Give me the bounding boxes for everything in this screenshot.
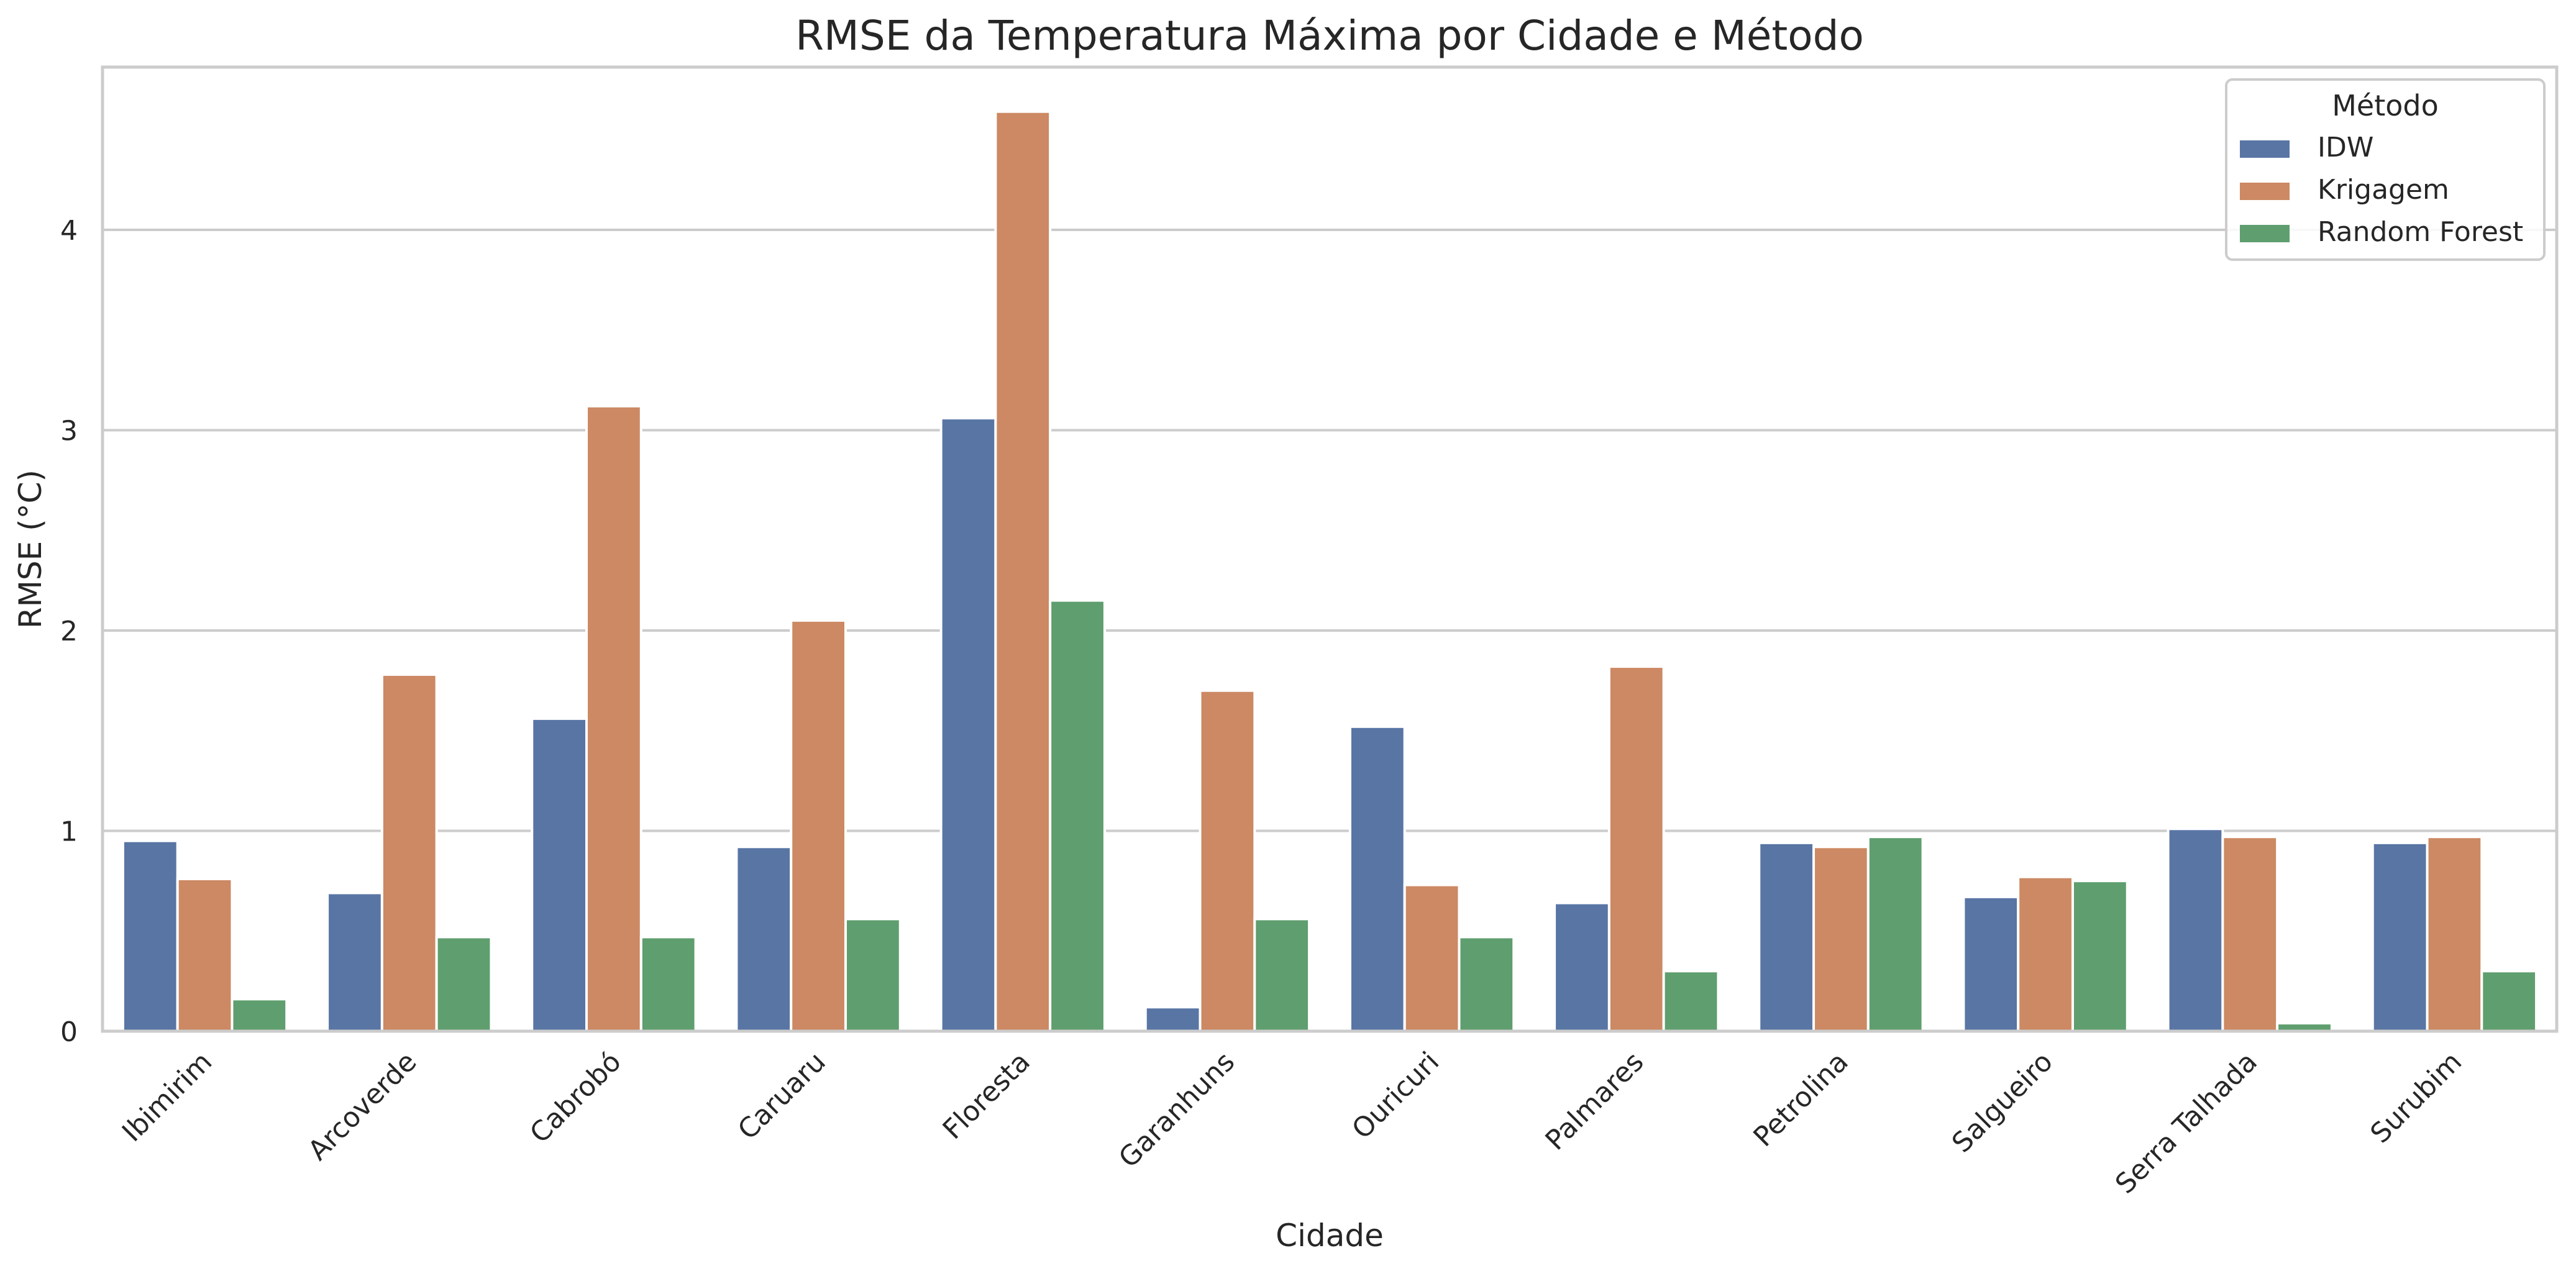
bar-krigagem-cabrobó (585, 404, 642, 1032)
bar-krigagem-caruaru (790, 619, 847, 1032)
y-tick-label: 2 (60, 616, 78, 647)
bar-random-forest-petrolina (1866, 836, 1924, 1033)
bar-random-forest-surubim (2480, 970, 2538, 1032)
bar-idw-ouricuri (1348, 725, 1406, 1033)
legend-title: Método (2332, 89, 2439, 122)
x-tick-label: Serra Talhada (2109, 1046, 2263, 1200)
bar-random-forest-salgueiro (2071, 880, 2129, 1032)
bar-krigagem-arcoverde (380, 673, 438, 1032)
x-axis-ticks: Ibimirim Arcoverde Cabrobó Caruaru Floresta G… (116, 1046, 2468, 1200)
bar-idw-salgueiro (1962, 895, 2020, 1033)
bar-random-forest-cabrobó (639, 936, 697, 1033)
bar-idw-palmares (1553, 901, 1610, 1032)
bar-random-forest-ouricuri (1458, 936, 1515, 1033)
bar-krigagem-salgueiro (2017, 875, 2074, 1033)
plot-frame (101, 65, 2559, 1033)
x-tick-label: Floresta (937, 1046, 1036, 1146)
bar-krigagem-ibimirim (176, 877, 234, 1033)
chart-title: RMSE da Temperatura Máxima por Cidade e … (795, 12, 1864, 60)
x-tick-label: Petrolina (1747, 1046, 1854, 1153)
x-tick-label: Ibimirim (116, 1046, 218, 1148)
bar-idw-ibimirim (121, 839, 179, 1032)
legend-swatch (2240, 183, 2290, 200)
x-tick-label: Surubim (2364, 1046, 2468, 1150)
bar-krigagem-petrolina (1812, 845, 1870, 1033)
y-axis-ticks: 0 1 2 3 4 (60, 215, 78, 1048)
bar-idw-floresta (939, 417, 997, 1032)
y-tick-label: 1 (60, 816, 78, 848)
y-tick-label: 4 (60, 215, 78, 247)
legend: Método IDW Krigagem Random Forest (2225, 78, 2546, 261)
bar-krigagem-serra-talhada (2221, 836, 2279, 1033)
x-tick-label: Ouricuri (1346, 1046, 1445, 1146)
bar-random-forest-palmares (1662, 970, 1720, 1032)
legend-swatch (2240, 225, 2290, 242)
x-axis-label: Cidade (1276, 1218, 1384, 1254)
x-tick-label: Arcoverde (302, 1046, 422, 1167)
bar-idw-caruaru (735, 845, 793, 1033)
bar-idw-surubim (2371, 841, 2429, 1032)
y-axis-label: RMSE (°C) (12, 470, 48, 629)
bar-krigagem-garanhuns (1199, 689, 1256, 1032)
legend-label: IDW (2318, 132, 2373, 163)
legend-swatch (2240, 140, 2290, 158)
bar-krigagem-ouricuri (1403, 883, 1461, 1032)
y-tick-label: 0 (60, 1016, 78, 1048)
bar-random-forest-garanhuns (1253, 918, 1311, 1033)
x-tick-label: Cabrobó (524, 1046, 628, 1150)
legend-label: Random Forest (2318, 216, 2523, 248)
bar-random-forest-arcoverde (435, 936, 493, 1033)
x-tick-label: Palmares (1540, 1046, 1650, 1157)
bars (121, 110, 2538, 1033)
y-tick-label: 3 (60, 416, 78, 447)
x-tick-label: Caruaru (732, 1046, 832, 1146)
gridlines (103, 229, 2557, 832)
bar-idw-serra-talhada (2167, 827, 2224, 1033)
bar-idw-cabrobó (531, 717, 588, 1033)
x-tick-label: Garanhuns (1113, 1046, 1241, 1174)
bar-krigagem-surubim (2426, 836, 2483, 1033)
bar-idw-petrolina (1758, 841, 1816, 1032)
bar-krigagem-palmares (1607, 665, 1665, 1033)
bar-krigagem-floresta (994, 110, 1052, 1033)
x-tick-label: Salgueiro (1946, 1046, 2059, 1159)
bar-idw-arcoverde (326, 891, 383, 1032)
bar-random-forest-ibimirim (231, 998, 288, 1033)
bar-random-forest-caruaru (844, 918, 902, 1033)
legend-label: Krigagem (2318, 174, 2449, 206)
bar-random-forest-floresta (1049, 599, 1106, 1032)
bar-idw-garanhuns (1144, 1006, 1202, 1033)
legend-box (2225, 78, 2546, 261)
